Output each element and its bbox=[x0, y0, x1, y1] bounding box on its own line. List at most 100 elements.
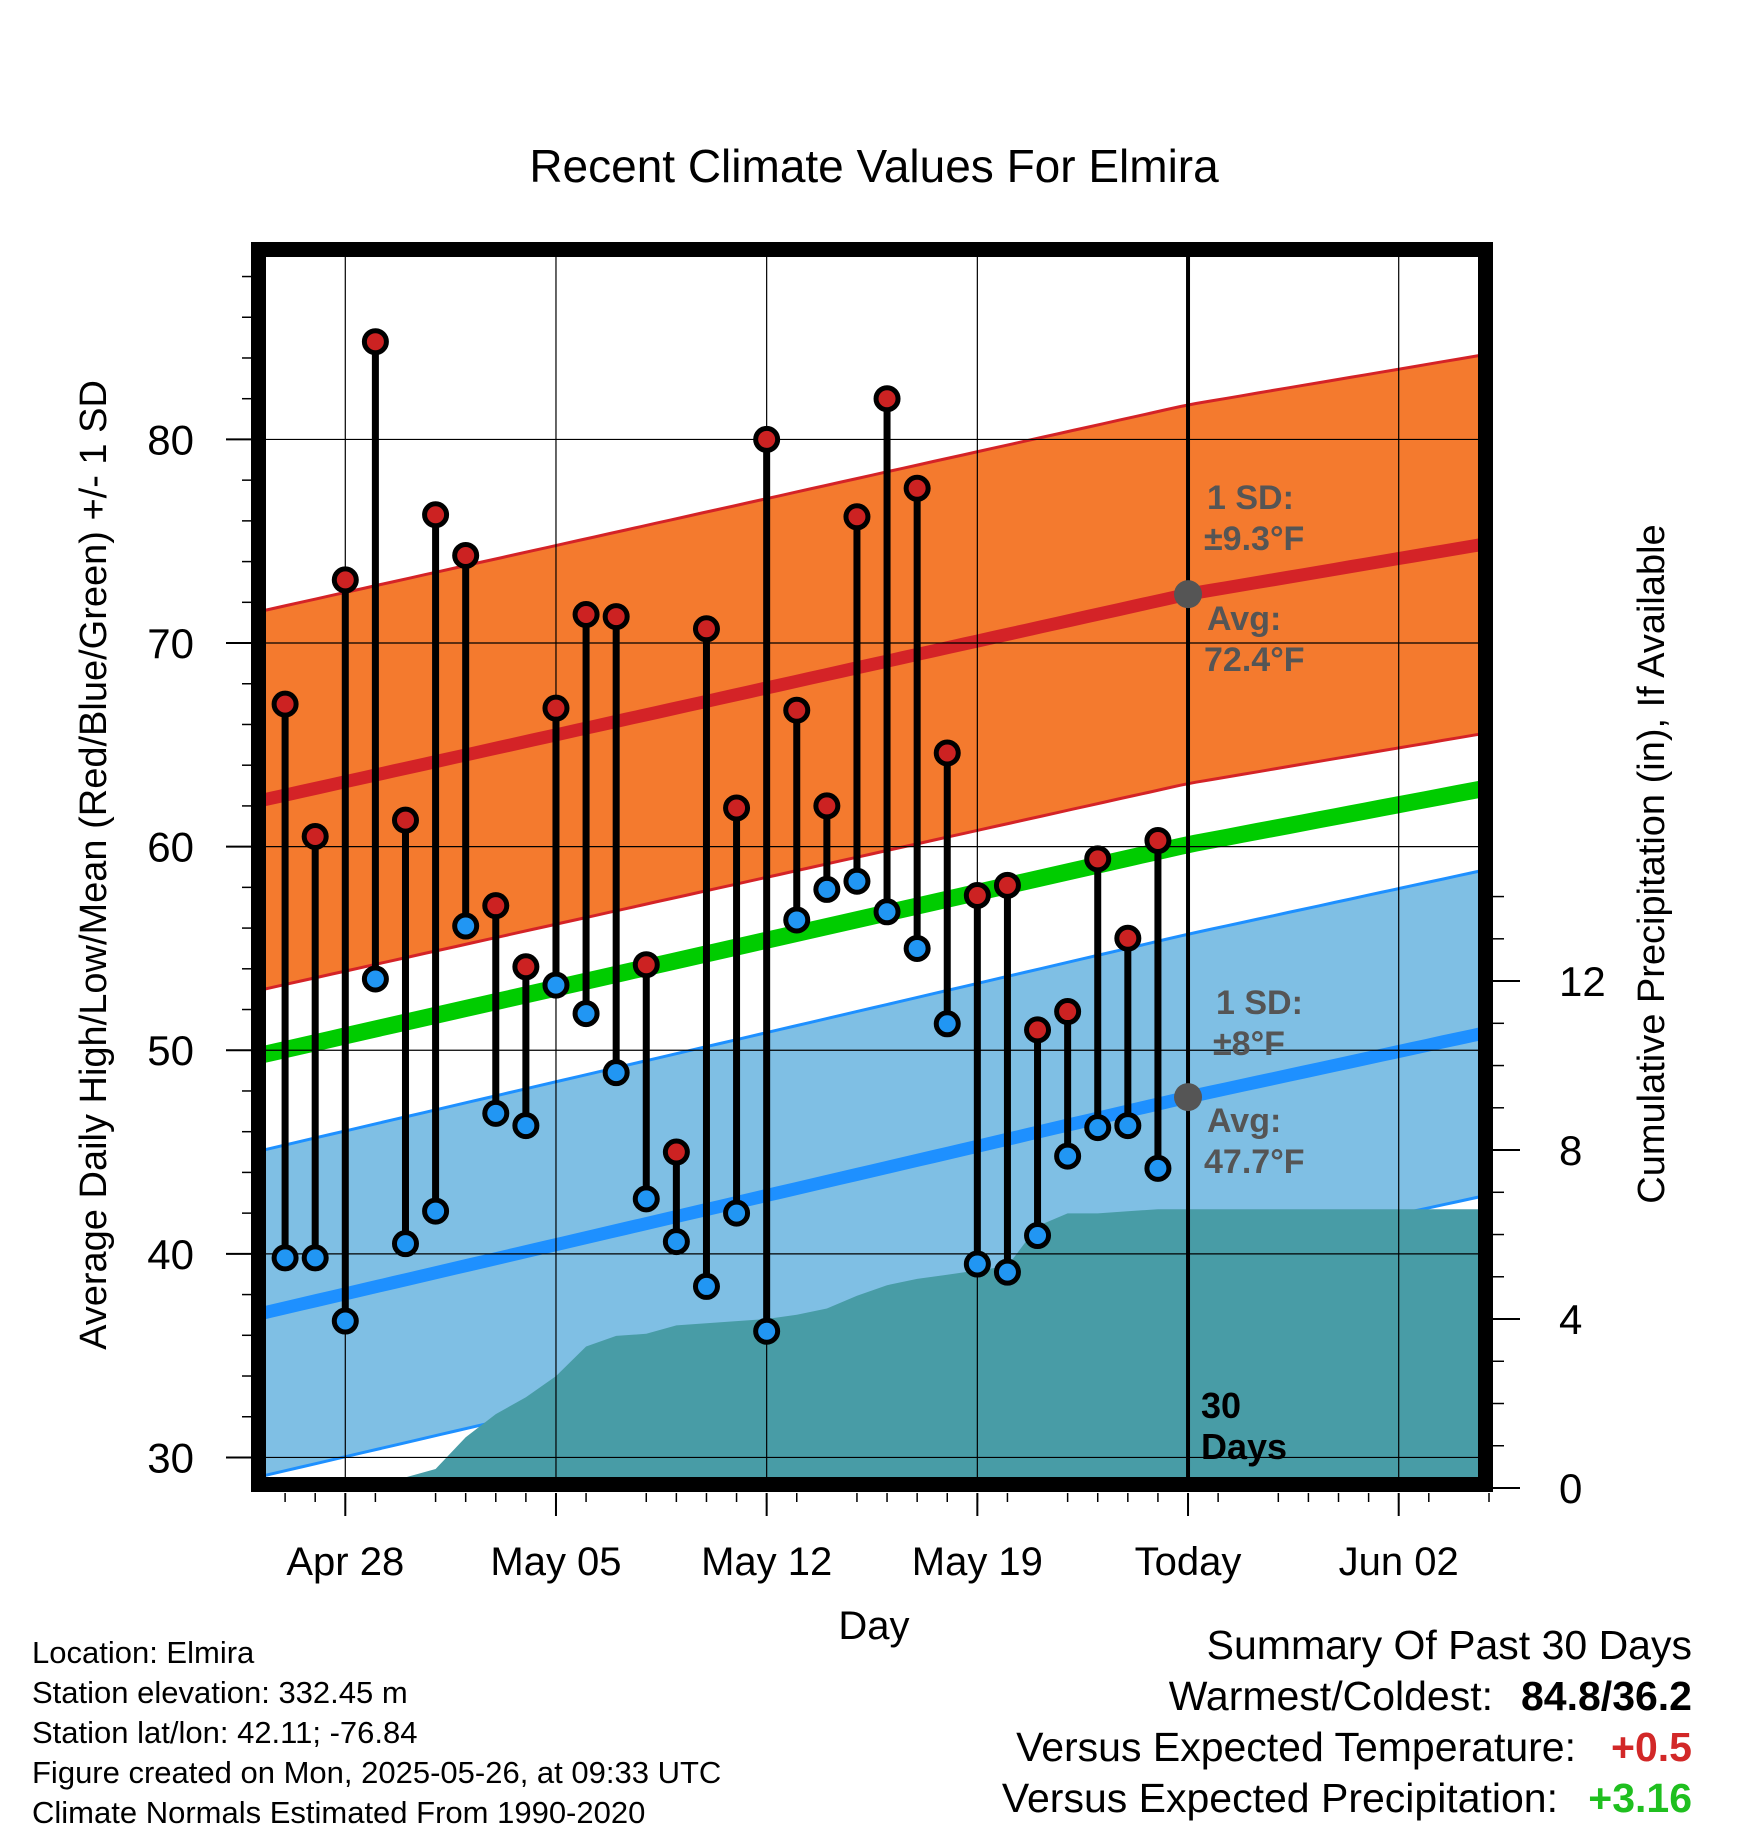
y2-tick-label: 0 bbox=[1559, 1465, 1582, 1512]
x-tick-label: Apr 28 bbox=[286, 1540, 404, 1584]
observed-low-point bbox=[271, 1244, 299, 1272]
observed-high-point bbox=[903, 474, 931, 502]
observed-low-point bbox=[482, 1099, 510, 1127]
observed-high-point bbox=[753, 425, 781, 453]
observed-high-point bbox=[963, 882, 991, 910]
y2-tick-label: 12 bbox=[1559, 958, 1606, 1005]
observed-high-point bbox=[512, 953, 540, 981]
high-avg-label: Avg: bbox=[1207, 600, 1281, 638]
precip-label: Versus Expected Precipitation: bbox=[1001, 1775, 1558, 1821]
y-tick-label: 30 bbox=[147, 1434, 194, 1481]
observed-high-point bbox=[843, 503, 871, 531]
observed-high-point bbox=[632, 951, 660, 979]
observed-low-point bbox=[572, 1000, 600, 1028]
created-text: Figure created on Mon, 2025-05-26, at 09… bbox=[32, 1755, 722, 1790]
observed-high-point bbox=[482, 892, 510, 920]
y-axis-label: Average Daily High/Low/Mean (Red/Blue/Gr… bbox=[73, 380, 115, 1350]
observed-low-point bbox=[301, 1244, 329, 1272]
x-tick-label: Jun 02 bbox=[1339, 1540, 1459, 1584]
x-axis-label: Day bbox=[838, 1604, 909, 1648]
observed-low-point bbox=[422, 1197, 450, 1225]
low-sd-label: 1 SD: bbox=[1216, 984, 1303, 1022]
observed-low-point bbox=[1084, 1114, 1112, 1142]
high-avg-line bbox=[262, 537, 1482, 807]
x-tick-label: Today bbox=[1135, 1540, 1242, 1584]
observed-high-point bbox=[1114, 924, 1142, 952]
mean-avg-line bbox=[262, 780, 1482, 1064]
low-avg-today-dot bbox=[1174, 1083, 1203, 1112]
location-text: Location: Elmira bbox=[32, 1635, 255, 1670]
observed-low-point bbox=[662, 1228, 690, 1256]
observed-high-point bbox=[993, 871, 1021, 899]
x-tick-label: May 19 bbox=[912, 1540, 1043, 1584]
observed-high-point bbox=[723, 794, 751, 822]
observed-low-point bbox=[903, 934, 931, 962]
y-tick-label: 80 bbox=[147, 416, 194, 463]
observed-low-point bbox=[753, 1317, 781, 1345]
low-avg-value: 47.7°F bbox=[1204, 1143, 1305, 1181]
observed-low-point bbox=[391, 1230, 419, 1258]
temp-label: Versus Expected Temperature: bbox=[1016, 1724, 1576, 1770]
observed-low-point bbox=[542, 971, 570, 999]
observed-high-point bbox=[361, 328, 389, 356]
observed-high-point bbox=[933, 739, 961, 767]
observed-high-point bbox=[572, 601, 600, 629]
warm-cold-label: Warmest/Coldest: bbox=[1168, 1673, 1493, 1719]
low-avg-line bbox=[262, 1026, 1482, 1320]
low-avg-label: Avg: bbox=[1207, 1102, 1281, 1140]
observed-low-point bbox=[1054, 1142, 1082, 1170]
observed-low-point bbox=[1144, 1154, 1172, 1182]
observed-low-point bbox=[783, 906, 811, 934]
observed-high-point bbox=[1084, 845, 1112, 873]
x-tick-label: May 12 bbox=[701, 1540, 832, 1584]
observed-low-point bbox=[873, 898, 901, 926]
observed-low-point bbox=[963, 1250, 991, 1278]
observed-high-point bbox=[271, 690, 299, 718]
observed-low-point bbox=[993, 1258, 1021, 1286]
station-info: Location: Elmira Station elevation: 332.… bbox=[32, 1633, 721, 1833]
summary-precip: Versus Expected Precipitation: +3.16 bbox=[1002, 1773, 1692, 1824]
x-tick-label: May 05 bbox=[490, 1540, 621, 1584]
low-sd-upper-edge bbox=[262, 869, 1482, 1152]
y-tick-label: 70 bbox=[147, 620, 194, 667]
observed-low-point bbox=[602, 1059, 630, 1087]
high-sd-label: 1 SD: bbox=[1207, 479, 1294, 517]
observed-low-point bbox=[361, 965, 389, 993]
observed-high-point bbox=[873, 385, 901, 413]
observed-low-point bbox=[843, 867, 871, 895]
summary-panel: Summary Of Past 30 Days Warmest/Coldest:… bbox=[1002, 1620, 1692, 1824]
low-sd-value: ±8°F bbox=[1213, 1025, 1285, 1063]
observed-high-point bbox=[602, 603, 630, 631]
y2-tick-label: 4 bbox=[1559, 1296, 1582, 1343]
precip-area bbox=[365, 1209, 1482, 1481]
warm-cold-value: 84.8/36.2 bbox=[1521, 1673, 1692, 1719]
precip-value: +3.16 bbox=[1588, 1775, 1692, 1821]
observed-high-point bbox=[542, 694, 570, 722]
observed-low-point bbox=[512, 1112, 540, 1140]
observed-high-point bbox=[422, 501, 450, 529]
y2-axis-label: Cumulative Precipitation (in), If Availa… bbox=[1631, 524, 1673, 1203]
observed-low-point bbox=[632, 1185, 660, 1213]
summary-warm-cold: Warmest/Coldest: 84.8/36.2 bbox=[1002, 1671, 1692, 1722]
y-tick-label: 40 bbox=[147, 1231, 194, 1278]
observed-low-point bbox=[1114, 1112, 1142, 1140]
high-sd-lower-edge bbox=[262, 732, 1482, 992]
plot-frame bbox=[251, 242, 1493, 1492]
normals-text: Climate Normals Estimated From 1990-2020 bbox=[32, 1795, 646, 1830]
observed-low-point bbox=[723, 1199, 751, 1227]
high-avg-today-dot bbox=[1174, 580, 1203, 609]
observed-high-point bbox=[813, 792, 841, 820]
observed-low-point bbox=[813, 875, 841, 903]
high-sd-value: ±9.3°F bbox=[1204, 520, 1304, 558]
observed-high-point bbox=[783, 696, 811, 724]
observed-low-point bbox=[933, 1010, 961, 1038]
high-sd-band bbox=[262, 355, 1482, 990]
observed-low-point bbox=[692, 1272, 720, 1300]
y-tick-label: 50 bbox=[147, 1027, 194, 1074]
high-avg-value: 72.4°F bbox=[1204, 641, 1305, 679]
observed-low-point bbox=[331, 1307, 359, 1335]
elevation-text: Station elevation: 332.45 m bbox=[32, 1675, 408, 1710]
observed-high-point bbox=[692, 615, 720, 643]
today-count-label: 30 bbox=[1201, 1385, 1241, 1426]
temp-value: +0.5 bbox=[1611, 1724, 1692, 1770]
